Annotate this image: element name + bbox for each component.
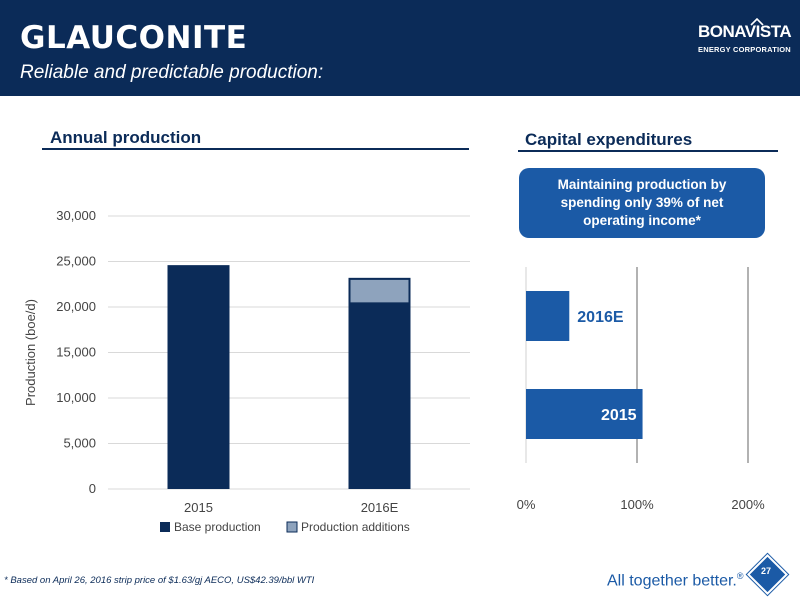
y-tick-label: 25,000 <box>56 254 96 269</box>
page-number-badge: 27 <box>746 553 789 596</box>
y-tick-label: 5,000 <box>63 436 96 451</box>
tagline-mark: ® <box>736 571 744 581</box>
y-tick-label: 0 <box>89 481 96 496</box>
company-logo: BONAVISTA ENERGY CORPORATION <box>694 18 792 64</box>
legend-swatch <box>286 521 298 533</box>
x-tick-label: 200% <box>731 497 765 512</box>
annual-production-title: Annual production <box>50 128 202 147</box>
page-number: 27 <box>760 566 771 576</box>
y-tick-label: 20,000 <box>56 299 96 314</box>
legend-label: Production additions <box>301 520 410 534</box>
tagline: All together better.® <box>607 571 744 590</box>
bar-outline <box>348 277 411 305</box>
bar-2015-base-production <box>167 265 230 489</box>
x-tick-label: 2015 <box>184 500 213 515</box>
legend-swatch <box>160 522 170 532</box>
tagline-text: All together better. <box>607 572 737 590</box>
y-tick-label: 15,000 <box>56 345 96 360</box>
bar-data-label: 2016E <box>577 309 624 326</box>
capex-rule <box>518 150 778 152</box>
logo-wordmark: BONAVISTA <box>698 22 792 41</box>
header-banner: GLAUCONITE Reliable and predictable prod… <box>0 0 800 96</box>
capex-title: Capital expenditures <box>525 130 693 149</box>
capex-chart: 0% 100% 200% 2016E 2015 <box>517 267 765 512</box>
bar-data-label: 2015 <box>601 407 637 424</box>
legend-label: Base production <box>174 520 261 534</box>
page-subtitle: Reliable and predictable production: <box>20 62 324 83</box>
bar-2016E-base-production <box>348 303 411 489</box>
y-tick-label: 10,000 <box>56 390 96 405</box>
logo-subtitle: ENERGY CORPORATION <box>698 45 791 54</box>
logo-swoosh-icon <box>750 18 764 26</box>
bar-2015 <box>526 389 643 439</box>
bar-2016E-production-additions <box>348 277 411 304</box>
capex-callout: Maintaining production by spending only … <box>519 168 765 238</box>
x-tick-label: 100% <box>620 497 654 512</box>
page-title: GLAUCONITE <box>20 20 248 56</box>
annual-production-chart: 0 5,000 10,000 15,000 20,000 25,000 30,000 Prod… <box>23 208 470 534</box>
x-tick-label: 0% <box>517 497 536 512</box>
bar-2016E <box>526 291 570 341</box>
y-axis-title: Production (boe/d) <box>23 299 38 406</box>
footnote: * Based on April 26, 2016 strip price of… <box>4 575 315 586</box>
x-tick-label: 2016E <box>361 500 399 515</box>
annual-production-rule <box>42 148 469 150</box>
y-tick-label: 30,000 <box>56 208 96 223</box>
